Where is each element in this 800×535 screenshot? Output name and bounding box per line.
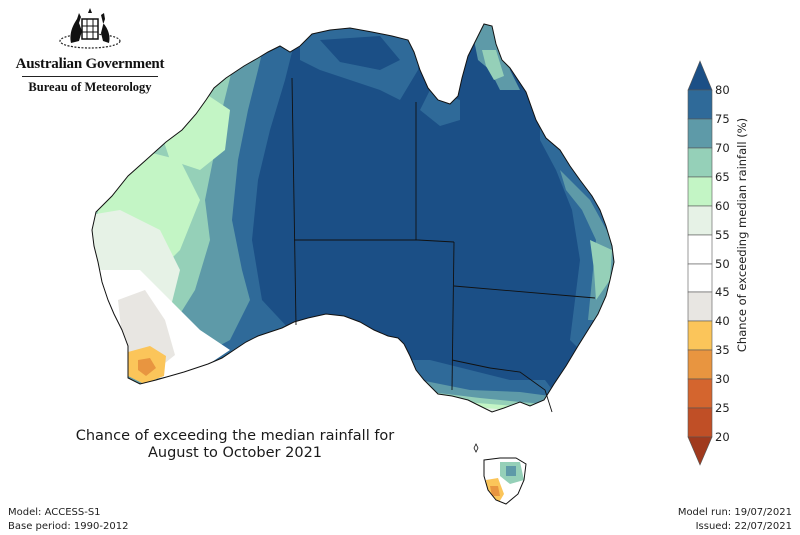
colorbar-legend: 80 75 70 65 60 55 50 45 40 35 30 25 20 xyxy=(680,55,800,475)
colorbar-tick: 50 xyxy=(715,257,730,271)
government-logo: Australian Government Bureau of Meteorol… xyxy=(10,5,170,105)
divider xyxy=(22,76,158,77)
colorbar-tick: 45 xyxy=(715,285,730,299)
issued-label: Issued: 22/07/2021 xyxy=(695,521,792,532)
map-title-line2: August to October 2021 xyxy=(147,445,323,461)
colorbar xyxy=(687,60,713,466)
colorbar-tick: 40 xyxy=(715,314,730,328)
bureau-name: Bureau of Meteorology xyxy=(28,80,152,94)
agency-name: Australian Government xyxy=(15,56,165,72)
map-title-line1: Chance of exceeding the median rainfall … xyxy=(75,428,395,444)
colorbar-tick: 60 xyxy=(715,199,730,213)
colorbar-tick: 20 xyxy=(715,430,730,444)
coat-of-arms-icon xyxy=(59,8,121,49)
colorbar-tick: 55 xyxy=(715,228,730,242)
colorbar-tick: 35 xyxy=(715,343,730,357)
model-run-label: Model run: 19/07/2021 xyxy=(677,507,792,518)
model-label: Model: ACCESS-S1 xyxy=(8,507,101,518)
colorbar-tick: 25 xyxy=(715,401,730,415)
colorbar-tick: 65 xyxy=(715,170,730,184)
colorbar-tick: 70 xyxy=(715,141,730,155)
colorbar-tick: 80 xyxy=(715,83,730,97)
base-period-label: Base period: 1990-2012 xyxy=(8,521,129,532)
run-info: Model run: 19/07/2021 Issued: 22/07/2021 xyxy=(678,506,792,534)
colorbar-tick: 30 xyxy=(715,372,730,386)
colorbar-axis-label: Chance of exceeding median rainfall (%) xyxy=(735,117,749,353)
colorbar-tick: 75 xyxy=(715,112,730,126)
model-info: Model: ACCESS-S1 Base period: 1990-2012 xyxy=(8,506,128,534)
map-title: Chance of exceeding the median rainfall … xyxy=(40,428,430,462)
